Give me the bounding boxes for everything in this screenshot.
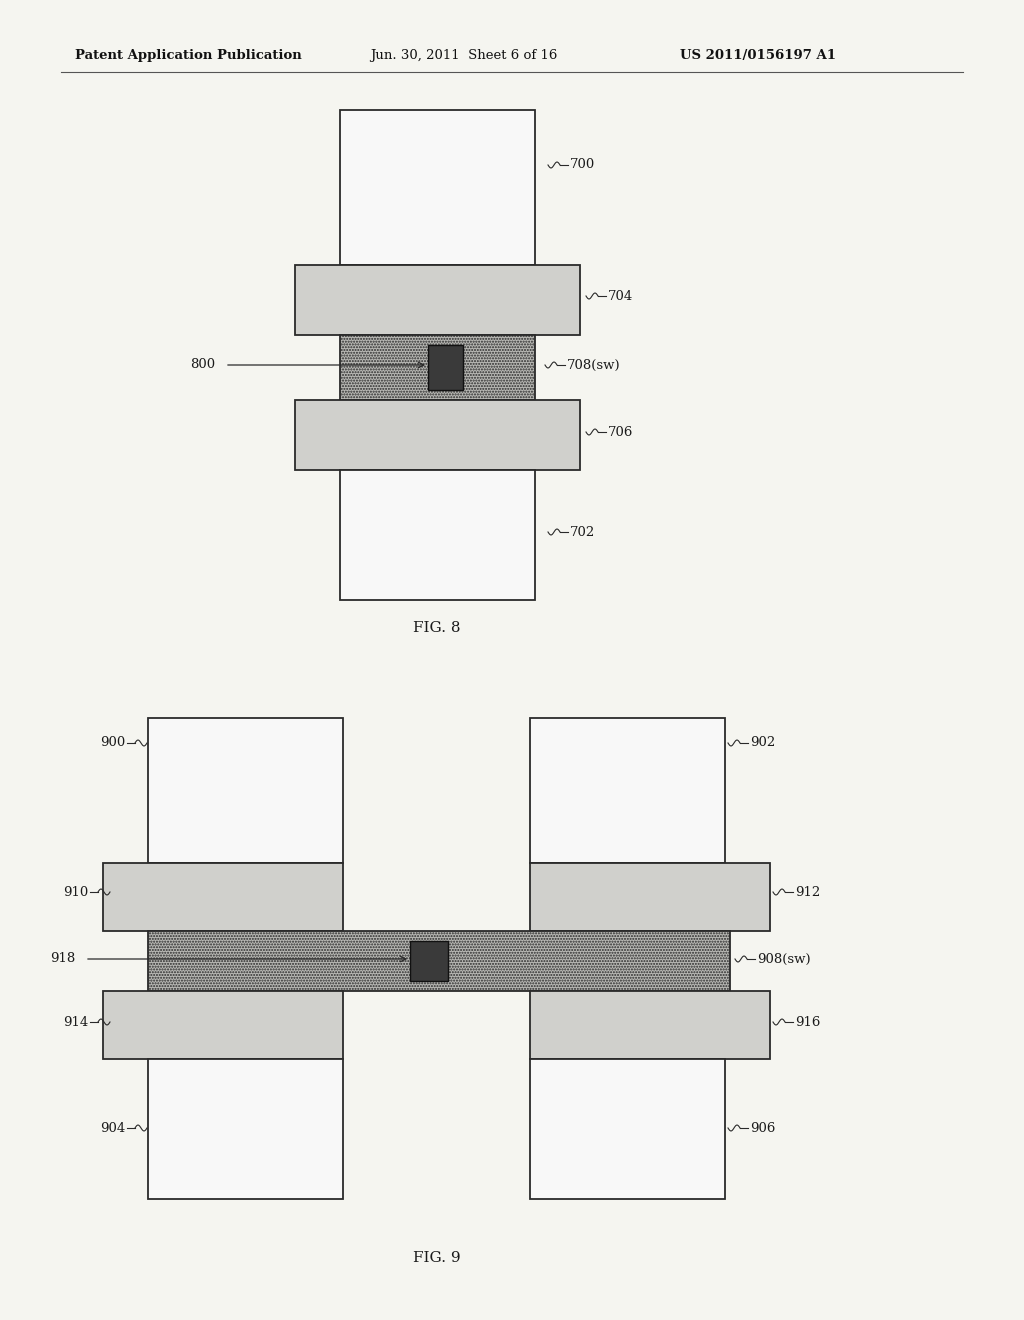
- Text: 918: 918: [50, 953, 75, 965]
- Text: 904: 904: [99, 1122, 125, 1134]
- Text: 916: 916: [795, 1015, 820, 1028]
- Text: FIG. 9: FIG. 9: [414, 1251, 461, 1265]
- Bar: [530, 718, 725, 863]
- Text: 708(sw): 708(sw): [567, 359, 621, 371]
- Bar: [340, 110, 535, 265]
- Bar: [148, 718, 343, 863]
- Text: 902: 902: [750, 737, 775, 750]
- Bar: [340, 335, 535, 400]
- Text: 706: 706: [608, 425, 634, 438]
- Text: 910: 910: [62, 886, 88, 899]
- Bar: [530, 991, 770, 1059]
- Text: 800: 800: [189, 359, 215, 371]
- Bar: [340, 470, 535, 601]
- Bar: [295, 265, 580, 335]
- Text: 900: 900: [99, 737, 125, 750]
- Text: 702: 702: [570, 525, 595, 539]
- Text: US 2011/0156197 A1: US 2011/0156197 A1: [680, 49, 836, 62]
- Text: 908(sw): 908(sw): [757, 953, 811, 965]
- Bar: [530, 863, 770, 931]
- Text: Jun. 30, 2011  Sheet 6 of 16: Jun. 30, 2011 Sheet 6 of 16: [370, 49, 557, 62]
- Bar: [103, 863, 343, 931]
- Text: 700: 700: [570, 158, 595, 172]
- Text: 704: 704: [608, 289, 633, 302]
- Bar: [530, 1059, 725, 1199]
- Text: 914: 914: [62, 1015, 88, 1028]
- Bar: [428, 345, 463, 389]
- Bar: [148, 1059, 343, 1199]
- Bar: [295, 400, 580, 470]
- Bar: [410, 941, 449, 981]
- Text: 912: 912: [795, 886, 820, 899]
- Bar: [148, 931, 730, 991]
- Text: FIG. 8: FIG. 8: [414, 620, 461, 635]
- Bar: [103, 991, 343, 1059]
- Text: Patent Application Publication: Patent Application Publication: [75, 49, 302, 62]
- Text: 906: 906: [750, 1122, 775, 1134]
